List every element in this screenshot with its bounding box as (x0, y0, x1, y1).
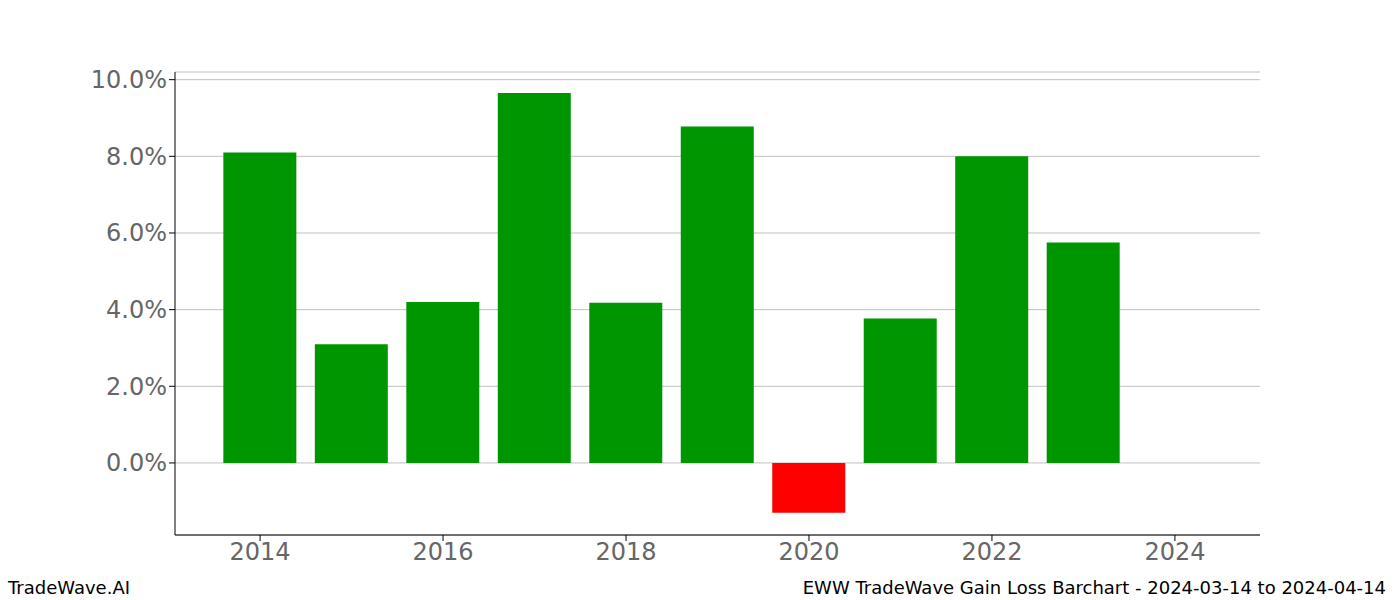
svg-text:2014: 2014 (230, 538, 291, 566)
svg-text:10.0%: 10.0% (91, 66, 167, 94)
svg-text:8.0%: 8.0% (106, 143, 167, 171)
svg-text:2022: 2022 (961, 538, 1022, 566)
svg-text:0.0%: 0.0% (106, 449, 167, 477)
svg-text:2018: 2018 (595, 538, 656, 566)
svg-text:6.0%: 6.0% (106, 219, 167, 247)
html-text:EWW TradeWave Gain Loss Barcha: EWW TradeWave Gain Loss Barchart - 2024-… (802, 577, 1386, 598)
html-text:TradeWave.AI: TradeWave.AI (8, 577, 130, 598)
svg-text:2024: 2024 (1144, 538, 1205, 566)
svg-text:4.0%: 4.0% (106, 296, 167, 324)
svg-text:2016: 2016 (413, 538, 474, 566)
svg-text:2020: 2020 (778, 538, 839, 566)
svg-text:2.0%: 2.0% (106, 373, 167, 401)
